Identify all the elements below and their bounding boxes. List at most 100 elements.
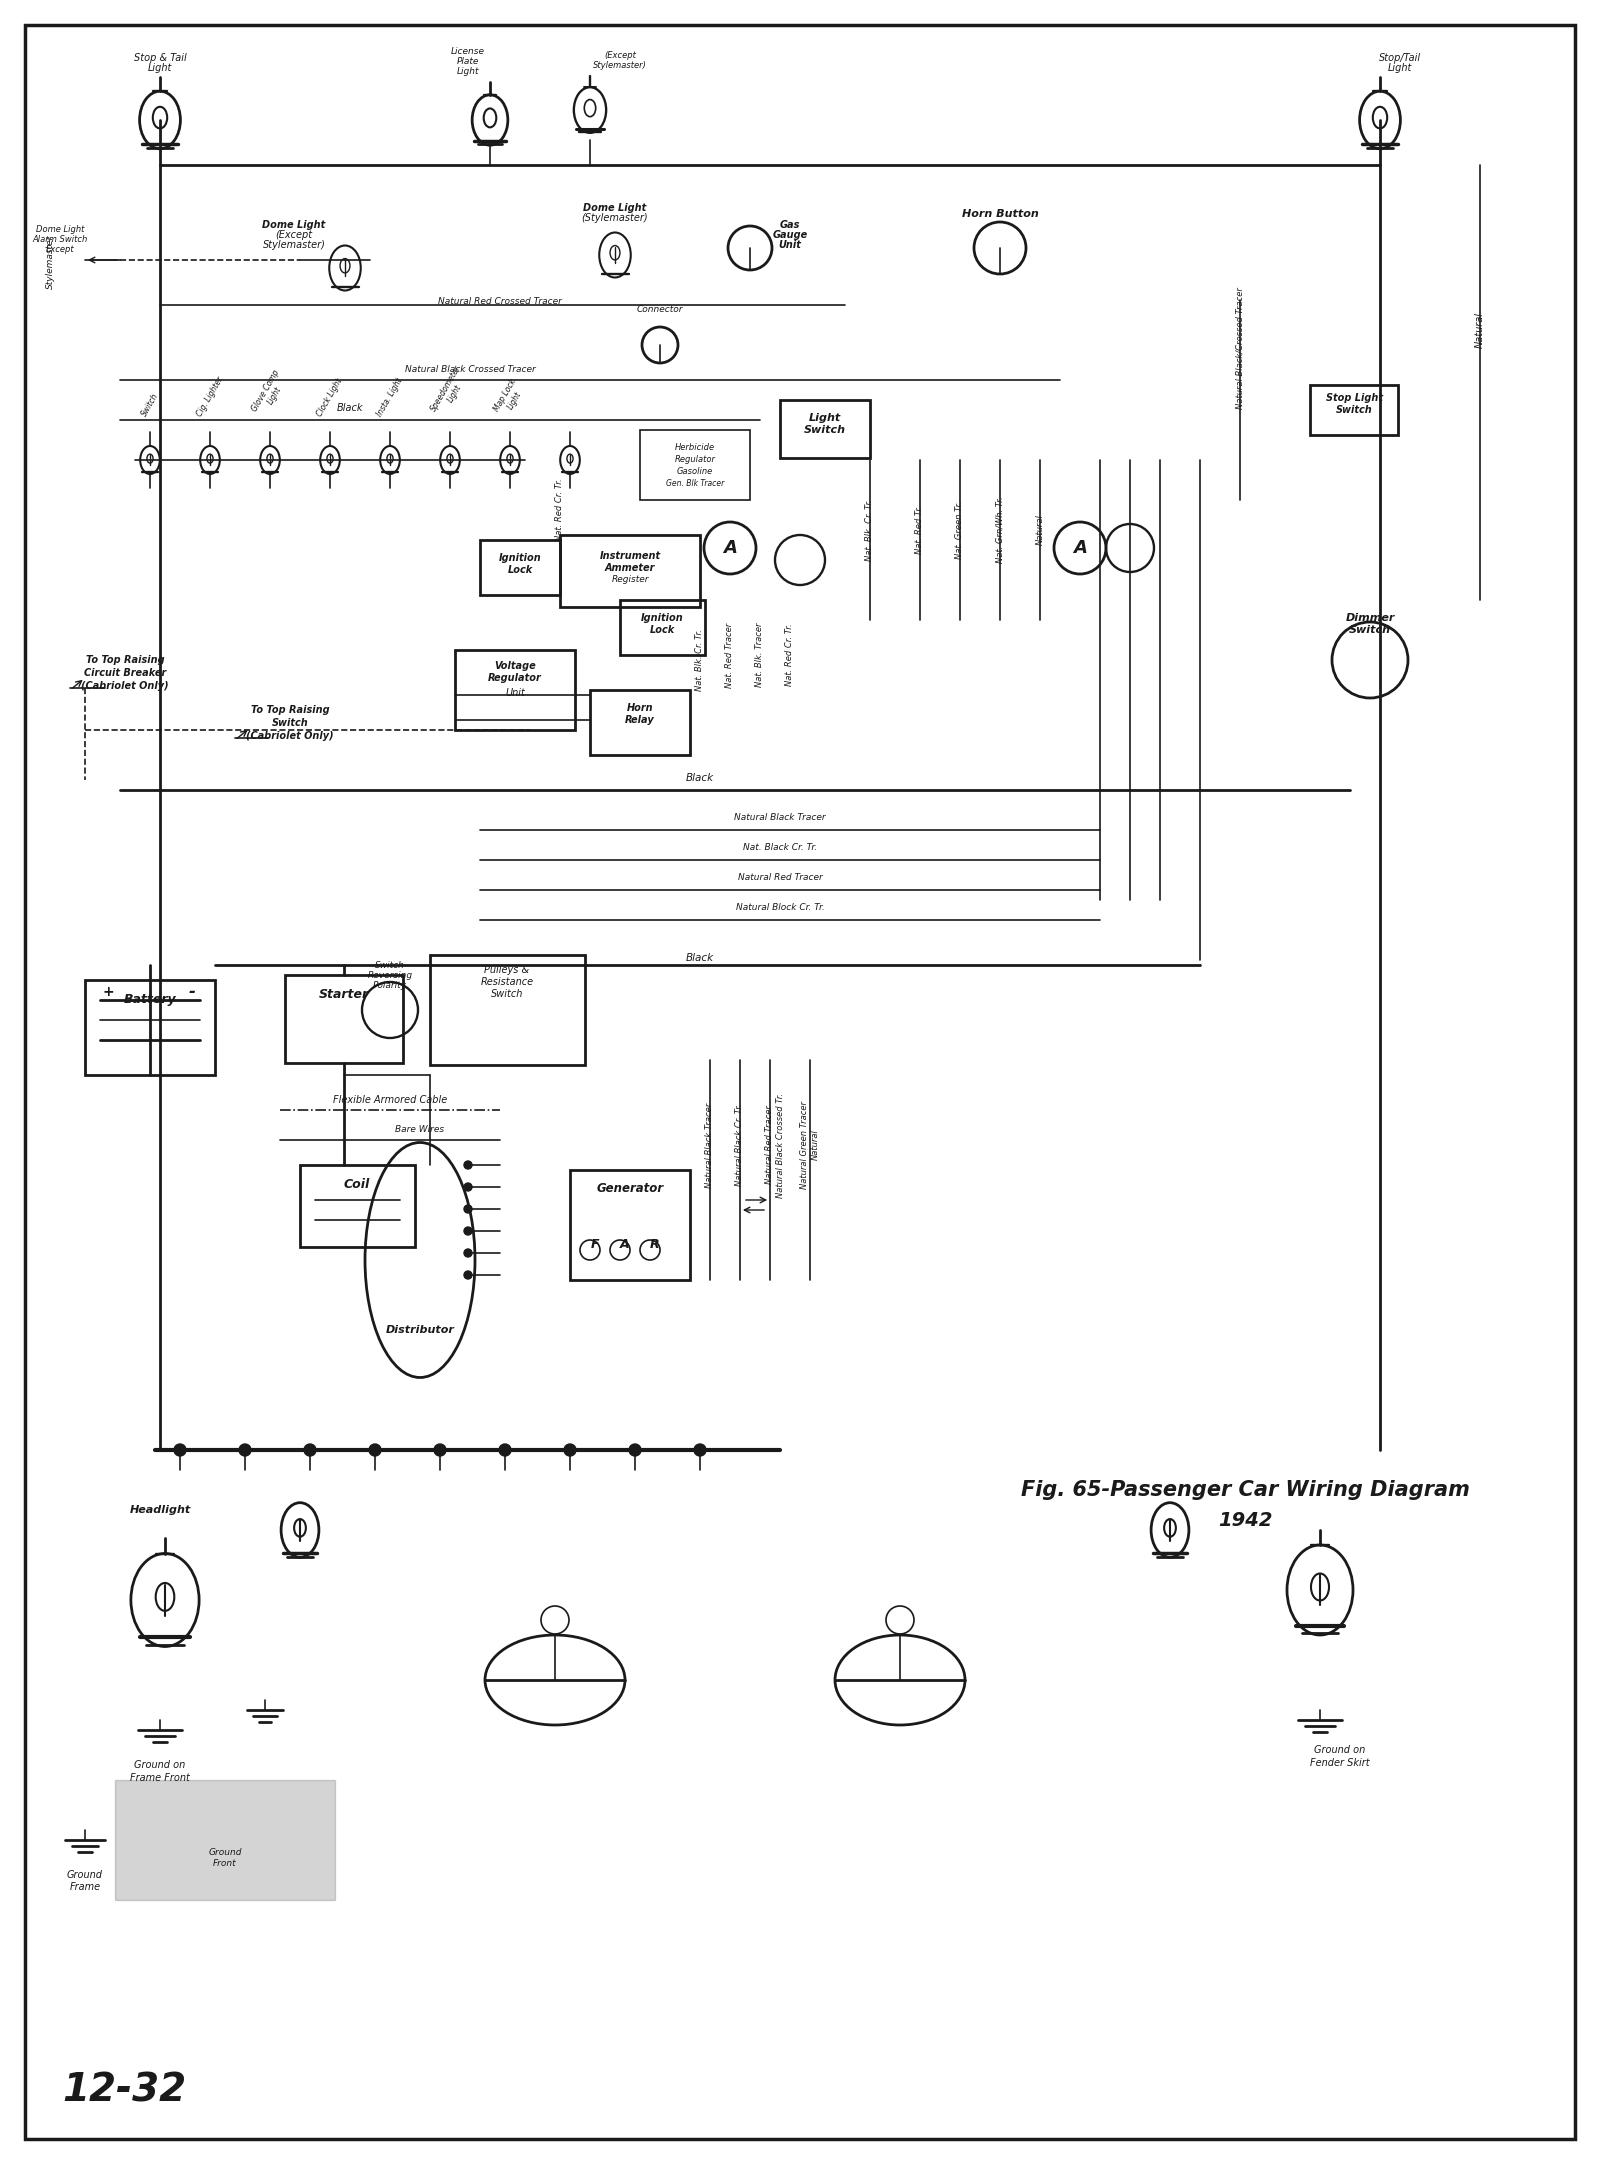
Text: Nat. Red Cr. Tr.: Nat. Red Cr. Tr. xyxy=(555,478,565,541)
Text: Dimmer: Dimmer xyxy=(1346,612,1395,623)
Text: Natural Black/Crossed Tracer: Natural Black/Crossed Tracer xyxy=(1235,288,1245,409)
Text: Natural Red Tracer: Natural Red Tracer xyxy=(738,874,822,883)
Text: Nat. Blk. Cr. Tr.: Nat. Blk. Cr. Tr. xyxy=(696,630,704,690)
Text: R: R xyxy=(650,1238,659,1251)
Text: F: F xyxy=(590,1238,600,1251)
Circle shape xyxy=(464,1249,472,1257)
Text: Horn Button: Horn Button xyxy=(962,210,1038,219)
Text: (Except: (Except xyxy=(605,50,635,58)
Text: Speedometer
Light: Speedometer Light xyxy=(429,364,472,418)
Text: Starter: Starter xyxy=(318,989,370,1002)
Bar xyxy=(781,400,870,459)
Text: Natural Black Tracer: Natural Black Tracer xyxy=(734,814,826,822)
Text: Battery: Battery xyxy=(123,993,176,1006)
Bar xyxy=(430,954,586,1065)
Text: Natural Red Tracer
Natural Black Crossed Tr.: Natural Red Tracer Natural Black Crossed… xyxy=(765,1093,784,1197)
Text: Ground on: Ground on xyxy=(134,1759,186,1770)
Text: Reversing: Reversing xyxy=(368,969,413,980)
Text: Map Lock
Light: Map Lock Light xyxy=(493,377,528,418)
Text: Stylemaster): Stylemaster) xyxy=(262,240,325,251)
Text: Voltage: Voltage xyxy=(494,660,536,671)
Text: Flexible Armored Cable: Flexible Armored Cable xyxy=(333,1095,446,1106)
Text: Switch: Switch xyxy=(139,392,160,418)
Text: Lock: Lock xyxy=(507,565,533,576)
Circle shape xyxy=(304,1443,317,1456)
Text: 12-32: 12-32 xyxy=(62,2071,186,2110)
Bar xyxy=(621,599,706,656)
Text: Coil: Coil xyxy=(344,1179,370,1192)
Text: Switch: Switch xyxy=(1336,405,1373,415)
Circle shape xyxy=(464,1184,472,1190)
Text: Switch: Switch xyxy=(272,718,309,727)
Text: Relay: Relay xyxy=(626,714,654,725)
Text: Unit: Unit xyxy=(506,688,525,699)
Text: Gauge: Gauge xyxy=(773,229,808,240)
Text: Natural Black Crossed Tracer: Natural Black Crossed Tracer xyxy=(405,366,536,374)
Circle shape xyxy=(174,1443,186,1456)
Text: Natural Block Cr. Tr.: Natural Block Cr. Tr. xyxy=(736,905,824,913)
Text: Herbicide: Herbicide xyxy=(675,444,715,452)
Circle shape xyxy=(238,1443,251,1456)
Bar xyxy=(560,535,701,606)
Text: Dome Light: Dome Light xyxy=(35,225,85,234)
Text: Cig. Lighter: Cig. Lighter xyxy=(195,374,226,418)
Text: License: License xyxy=(451,48,485,56)
Bar xyxy=(115,1781,334,1900)
Circle shape xyxy=(464,1227,472,1236)
Bar xyxy=(590,690,690,755)
Text: Nat. Grn/Wh. Tr.: Nat. Grn/Wh. Tr. xyxy=(995,498,1005,563)
Text: Nat. Green Tr.: Nat. Green Tr. xyxy=(955,502,965,558)
Text: Register: Register xyxy=(611,576,648,584)
Text: Bare Wires: Bare Wires xyxy=(395,1125,445,1134)
Text: Stop Light: Stop Light xyxy=(1325,394,1382,403)
Circle shape xyxy=(563,1443,576,1456)
Text: (Stylemaster): (Stylemaster) xyxy=(582,212,648,223)
Text: Natural Black Cr. Tr.: Natural Black Cr. Tr. xyxy=(736,1104,744,1186)
Circle shape xyxy=(464,1205,472,1214)
Circle shape xyxy=(499,1443,510,1456)
Text: Switch: Switch xyxy=(374,961,405,969)
Text: Dome Light: Dome Light xyxy=(584,203,646,212)
Text: Glove Comp
Light: Glove Comp Light xyxy=(250,368,290,418)
Text: Ammeter: Ammeter xyxy=(605,563,654,573)
Text: Stop/Tail: Stop/Tail xyxy=(1379,52,1421,63)
Text: Instrument: Instrument xyxy=(600,552,661,560)
Text: Ignition: Ignition xyxy=(640,612,683,623)
Text: To Top Raising: To Top Raising xyxy=(86,656,165,664)
Text: Ground: Ground xyxy=(67,1870,102,1881)
Bar xyxy=(1310,385,1398,435)
Text: Nat. Red Tr.: Nat. Red Tr. xyxy=(915,506,925,554)
Text: Frame: Frame xyxy=(69,1883,101,1891)
Bar xyxy=(570,1171,690,1279)
Text: Stop & Tail: Stop & Tail xyxy=(134,52,186,63)
Text: Nat. Blk. Tracer: Nat. Blk. Tracer xyxy=(755,623,765,688)
Text: Black: Black xyxy=(686,773,714,783)
Text: Light: Light xyxy=(456,67,480,76)
Text: Light: Light xyxy=(1387,63,1413,74)
Text: (Cabriolet Only): (Cabriolet Only) xyxy=(82,682,170,690)
Text: A: A xyxy=(621,1238,630,1251)
Text: Connector: Connector xyxy=(637,305,683,314)
Text: Ground
Front: Ground Front xyxy=(208,1848,242,1868)
Text: Black: Black xyxy=(336,403,363,413)
Text: Nat. Red Tracer: Nat. Red Tracer xyxy=(725,623,734,688)
Text: Switch: Switch xyxy=(1349,625,1390,634)
Text: Regulator: Regulator xyxy=(675,454,715,465)
Text: Ground on: Ground on xyxy=(1314,1744,1366,1755)
Text: Switch: Switch xyxy=(805,424,846,435)
Text: Nat. Red Cr. Tr.: Nat. Red Cr. Tr. xyxy=(786,623,795,686)
Text: Circuit Breaker: Circuit Breaker xyxy=(83,669,166,677)
Text: Insta. Light: Insta. Light xyxy=(376,377,405,418)
Text: Ignition: Ignition xyxy=(499,554,541,563)
Text: Natural Black Tracer: Natural Black Tracer xyxy=(706,1101,715,1188)
Text: Lock: Lock xyxy=(650,625,675,634)
Circle shape xyxy=(694,1443,706,1456)
Bar xyxy=(480,541,560,595)
Text: Natural: Natural xyxy=(1035,515,1045,545)
Text: Generator: Generator xyxy=(597,1182,664,1195)
Text: (Cabriolet Only): (Cabriolet Only) xyxy=(246,731,334,740)
Text: Horn: Horn xyxy=(627,703,653,712)
Circle shape xyxy=(370,1443,381,1456)
Text: Fig. 65-Passenger Car Wiring Diagram: Fig. 65-Passenger Car Wiring Diagram xyxy=(1021,1480,1469,1500)
Text: Polarity: Polarity xyxy=(373,980,406,989)
